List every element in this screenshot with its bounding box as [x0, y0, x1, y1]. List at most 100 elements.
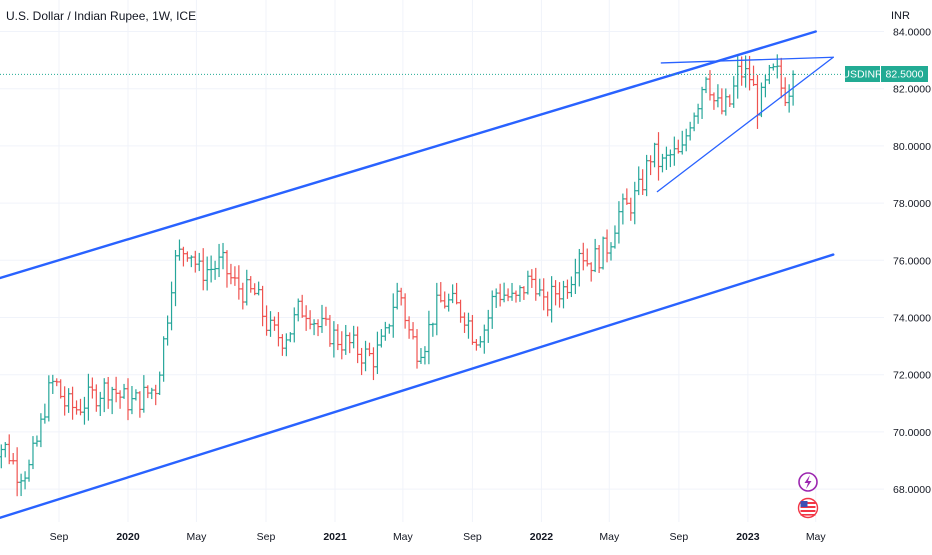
- ohlc-bar: [145, 385, 150, 399]
- ohlc-bar: [482, 324, 487, 354]
- ohlc-bar: [783, 77, 788, 107]
- ohlc-bar: [755, 74, 760, 129]
- ohlc-bar: [707, 70, 712, 101]
- ohlc-bar: [454, 282, 459, 305]
- ohlc-bar: [34, 435, 39, 447]
- ohlc-bar: [510, 282, 515, 301]
- dividend-event-icon[interactable]: [798, 472, 818, 492]
- event-icons[interactable]: [797, 472, 819, 519]
- ohlc-bar: [248, 276, 253, 293]
- ohlc-bar: [656, 132, 661, 181]
- ohlc-bar: [502, 282, 507, 303]
- ohlc-bar: [58, 379, 63, 399]
- x-tick-label: Sep: [670, 531, 689, 543]
- ohlc-bar: [399, 287, 404, 306]
- ohlc-bar: [620, 193, 625, 225]
- ohlc-bar: [292, 307, 297, 343]
- ohlc-bar: [711, 92, 716, 110]
- ohlc-bar: [387, 323, 392, 334]
- ohlc-bar: [126, 378, 130, 421]
- ohlc-bar: [739, 56, 744, 86]
- ohlc-bar: [339, 331, 344, 360]
- x-tick-label: May: [187, 531, 208, 543]
- trend-line-channel-upper[interactable]: [0, 30, 817, 282]
- ohlc-bar: [3, 442, 8, 458]
- ohlc-bar: [50, 374, 55, 394]
- price-axis[interactable]: INR 84.0000 82.0000 80.0000 78.0000 76.0000 7…: [891, 10, 931, 496]
- y-tick-label: 68.0000: [893, 484, 931, 496]
- ohlc-bar: [133, 389, 138, 401]
- ohlc-bar: [426, 310, 431, 365]
- chart-title: U.S. Dollar / Indian Rupee, 1W, ICE: [6, 9, 197, 23]
- ohlc-bar: [129, 386, 134, 415]
- ohlc-bar: [232, 266, 237, 286]
- us-flag-event-icon[interactable]: [797, 497, 819, 519]
- ohlc-bar: [628, 197, 633, 221]
- x-tick-label: 2020: [116, 531, 140, 543]
- ohlc-bar: [533, 267, 538, 301]
- price-badge-value: 82.5000: [886, 69, 924, 81]
- ohlc-bar: [30, 436, 35, 470]
- ohlc-bar: [367, 342, 372, 357]
- ohlc-bar: [197, 252, 202, 272]
- ohlc-bar: [422, 346, 427, 365]
- ohlc-bar: [525, 270, 530, 295]
- x-tick-label: May: [806, 531, 827, 543]
- ohlc-bar: [90, 377, 95, 399]
- ohlc-bar: [308, 310, 313, 330]
- ohlc-bar: [252, 283, 257, 296]
- ohlc-bar: [418, 348, 423, 364]
- ohlc-bar: [343, 324, 348, 355]
- ohlc-bar: [351, 325, 356, 349]
- ohlc-bar: [19, 473, 24, 497]
- x-tick-label: May: [599, 531, 620, 543]
- symbol-badge-bg: [845, 66, 880, 82]
- ohlc-bar: [616, 201, 621, 244]
- ohlc-bar: [541, 278, 546, 311]
- ohlc-bar: [462, 312, 467, 333]
- ohlc-bar: [244, 269, 249, 306]
- ohlc-bar: [165, 315, 170, 346]
- ohlc-bar: [648, 155, 653, 176]
- ohlc-bar: [11, 452, 16, 465]
- ohlc-bar: [517, 285, 522, 302]
- grid: [0, 0, 884, 522]
- ohlc-bar: [478, 336, 483, 348]
- ohlc-bar: [312, 319, 317, 336]
- ohlc-bar: [27, 459, 32, 482]
- ohlc-bar: [458, 299, 463, 323]
- ohlc-bar: [498, 283, 503, 307]
- ohlc-bar: [102, 378, 107, 413]
- trend-line-wedge-top[interactable]: [660, 56, 834, 64]
- y-tick-label: 74.0000: [893, 313, 931, 325]
- ohlc-bar: [94, 384, 99, 412]
- ohlc-bar: [359, 347, 364, 376]
- ohlc-bar: [466, 312, 471, 339]
- ohlc-bar: [506, 288, 511, 302]
- ohlc-bar: [660, 153, 665, 173]
- ohlc-bar: [474, 339, 479, 351]
- ohlc-bar: [597, 244, 602, 274]
- symbol-badge-label: USDINR: [842, 69, 883, 81]
- trend-line-channel-lower[interactable]: [0, 253, 835, 522]
- ohlc-bar: [347, 332, 352, 354]
- ohlc-bar: [581, 242, 586, 271]
- ohlc-bar: [213, 260, 218, 280]
- ohlc-bar: [704, 76, 709, 94]
- y-tick-label: 82.0000: [893, 84, 931, 96]
- ohlc-bar: [169, 281, 174, 331]
- y-tick-label: 70.0000: [893, 427, 931, 439]
- ohlc-bar: [371, 347, 376, 381]
- ohlc-bar: [181, 246, 186, 267]
- ohlc-bar: [256, 281, 261, 296]
- y-tick-label: 84.0000: [893, 27, 931, 39]
- ohlc-bar: [323, 306, 328, 326]
- ohlc-bar: [692, 112, 697, 132]
- time-axis[interactable]: Sep 2020 May Sep 2021 May Sep 2022 May Sep 2023 May: [50, 531, 827, 543]
- ohlc-bar: [78, 398, 83, 416]
- ohlc-bar: [149, 387, 154, 400]
- ohlc-bar: [201, 248, 206, 291]
- trend-line-wedge-bottom[interactable]: [656, 56, 834, 193]
